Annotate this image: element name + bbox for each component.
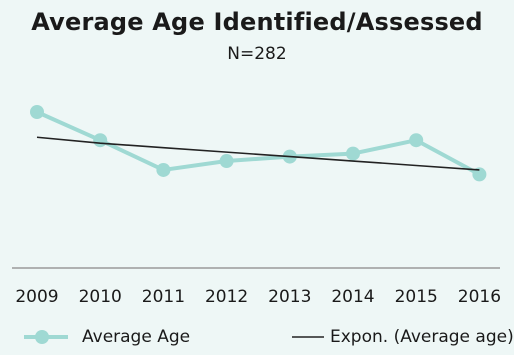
plot-area: 2009 2010 2011 2012 2013 2014 2015 2016 xyxy=(12,105,501,307)
legend-label-average-age: Average Age xyxy=(82,327,191,347)
data-point-average-age xyxy=(93,133,108,148)
series-line-average-age xyxy=(36,110,481,177)
x-tick-label: 2009 xyxy=(15,287,58,307)
x-tick-label: 2013 xyxy=(268,287,311,307)
trendline-expon-average-age xyxy=(36,136,480,171)
legend-marker-trendline xyxy=(290,324,326,350)
legend-label-trendline: Expon. (Average age) xyxy=(330,327,514,347)
chart-subtitle: N=282 xyxy=(227,44,287,64)
legend-item-average-age: Average Age xyxy=(20,324,190,350)
x-tick-label: 2010 xyxy=(79,287,122,307)
x-tick-label: 2016 xyxy=(458,287,501,307)
data-point-average-age xyxy=(156,162,171,177)
x-tick-label: 2015 xyxy=(395,287,438,307)
data-point-average-age xyxy=(346,146,360,161)
x-tick-label: 2012 xyxy=(205,287,248,307)
data-point-average-age xyxy=(219,154,234,169)
x-tick-label: 2014 xyxy=(331,287,374,307)
legend-marker-average-age xyxy=(20,324,72,350)
legend: Average Age Expon. (Average age) xyxy=(0,324,514,350)
data-point-average-age xyxy=(30,105,44,119)
data-point-average-age xyxy=(472,167,487,182)
x-tick-label: 2011 xyxy=(142,287,185,307)
data-point-average-age xyxy=(409,133,424,148)
legend-item-trendline: Expon. (Average age) xyxy=(290,324,514,350)
chart-title: Average Age Identified/Assessed xyxy=(31,8,483,36)
